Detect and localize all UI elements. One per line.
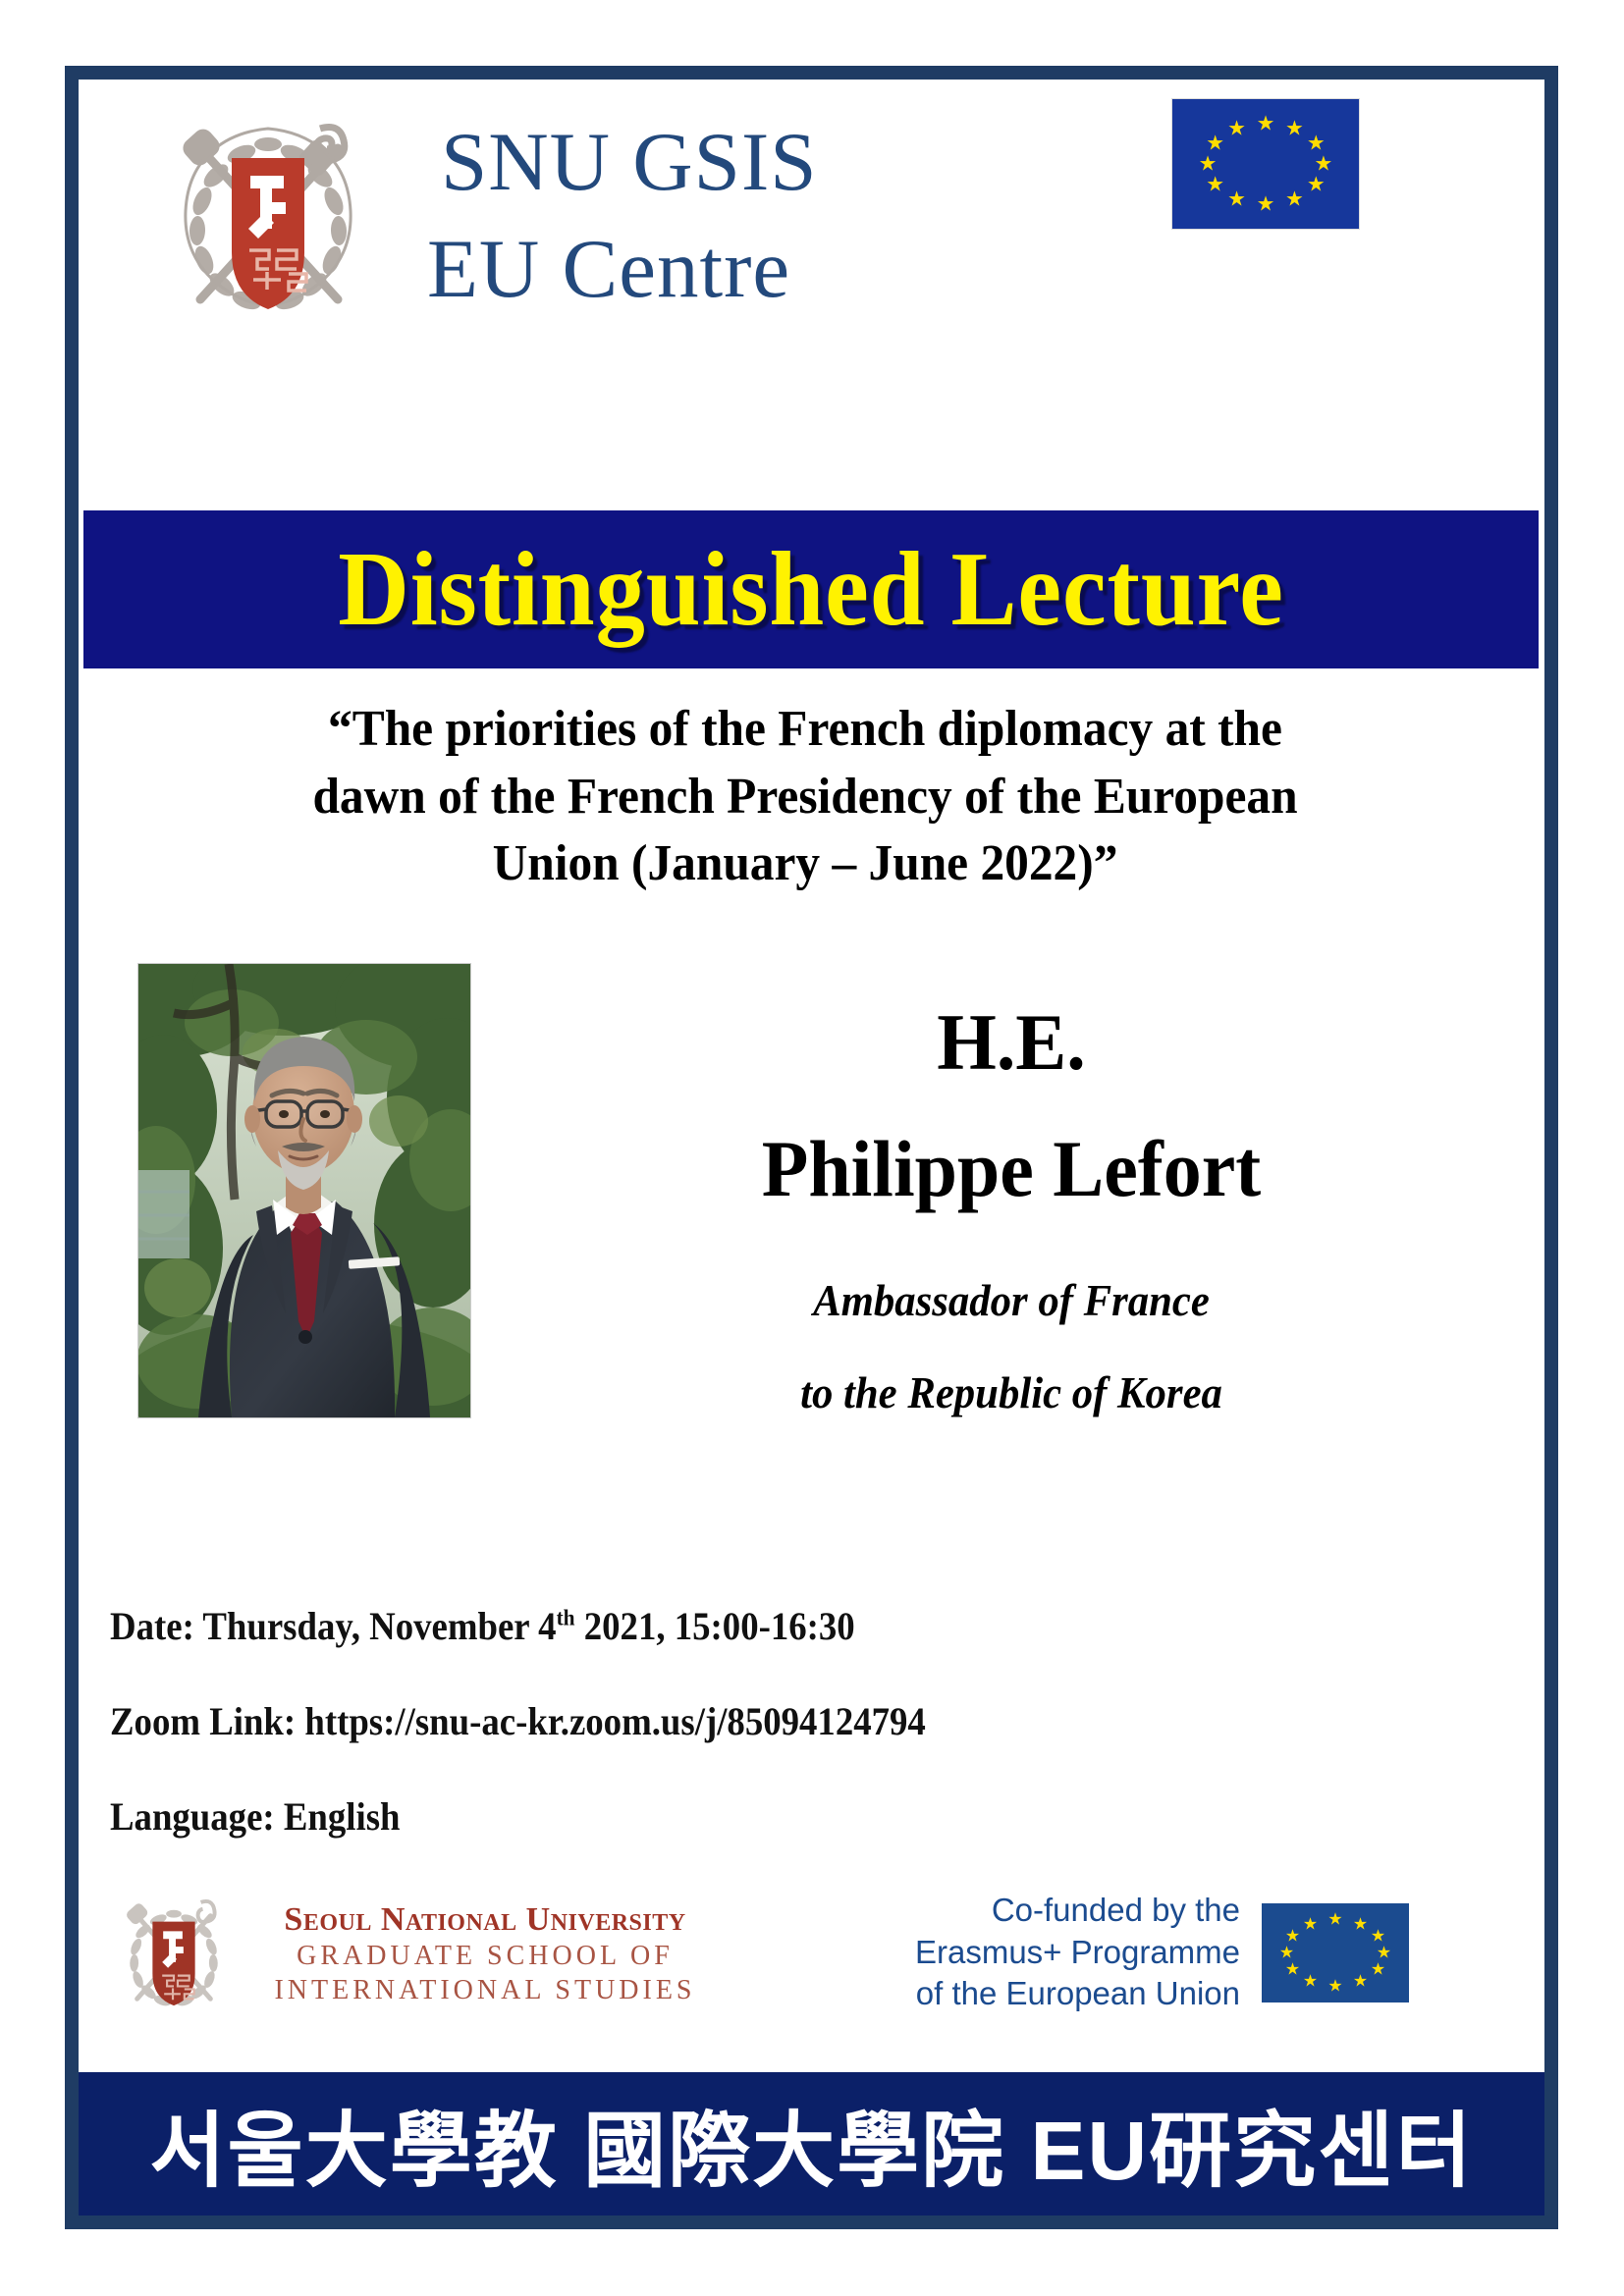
speaker-role-line1: Ambassador of France <box>813 1276 1210 1326</box>
speaker-honorific: H.E. <box>937 997 1086 1087</box>
korean-footer-text: 서울大學教 國際大學院 EU研究센터 <box>149 2104 1474 2197</box>
eu-star: ★ <box>1284 1926 1301 1946</box>
eu-flag-icon: ★ ★ ★ ★ ★ ★ ★ ★ ★ ★ ★ ★ <box>1262 1902 1409 2002</box>
zoom-link[interactable]: https://snu-ac-kr.zoom.us/j/85094124794 <box>304 1699 926 1743</box>
poster-header: SNU GSIS EU Centre ★ ★ ★ ★ ★ ★ ★ ★ ★ ★ ★ <box>79 80 1544 462</box>
snu-logo-line1: Seoul National University <box>284 1900 686 1938</box>
sponsor-logo-strip: Seoul National University GRADUATE SCHOO… <box>79 1888 1544 2035</box>
distinguished-lecture-banner: Distinguished Lecture <box>83 510 1539 668</box>
language-value: English <box>283 1794 401 1839</box>
lecture-title-line3: Union (January – June 2022)” <box>492 835 1118 892</box>
speaker-info: H.E. Philippe Lefort Ambassador of Franc… <box>511 992 1512 1426</box>
snu-crest-icon <box>155 107 381 333</box>
erasmus-cofunding-logo: Co-funded by the Erasmus+ Programme of t… <box>800 1888 1409 2017</box>
header-wordmark: SNU GSIS EU Centre <box>427 109 1173 323</box>
snu-gsis-crest-icon <box>116 1895 232 2014</box>
detail-date: Date: Thursday, November 4th 2021, 15:00… <box>110 1607 1375 1646</box>
eu-star: ★ <box>1285 187 1304 211</box>
date-ordinal: th <box>556 1605 575 1631</box>
korean-footer-banner: 서울大學教 國際大學院 EU研究센터 <box>79 2072 1544 2216</box>
eu-star: ★ <box>1314 151 1333 176</box>
erasmus-wordmark: Co-funded by the Erasmus+ Programme of t… <box>800 1890 1240 2016</box>
eu-star: ★ <box>1327 1976 1343 1996</box>
eu-star: ★ <box>1256 111 1275 135</box>
speaker-portrait <box>137 963 471 1418</box>
eu-star: ★ <box>1306 172 1326 196</box>
poster-content: SNU GSIS EU Centre ★ ★ ★ ★ ★ ★ ★ ★ ★ ★ ★ <box>79 80 1544 2216</box>
erasmus-line2: Erasmus+ Programme <box>914 1933 1240 1970</box>
eu-star: ★ <box>1227 187 1246 211</box>
poster-frame: SNU GSIS EU Centre ★ ★ ★ ★ ★ ★ ★ ★ ★ ★ ★ <box>65 66 1558 2229</box>
eu-star-ring: ★ ★ ★ ★ ★ ★ ★ ★ ★ ★ ★ ★ <box>1262 1903 1409 2002</box>
snu-gsis-logo: Seoul National University GRADUATE SCHOO… <box>116 1890 725 2019</box>
eu-star: ★ <box>1327 1909 1343 1929</box>
date-label: Date: <box>110 1604 194 1648</box>
eu-star: ★ <box>1302 1971 1319 1991</box>
snu-logo-line2: GRADUATE SCHOOL OF <box>297 1941 674 1972</box>
eu-star: ★ <box>1306 131 1326 155</box>
eu-star: ★ <box>1278 1943 1295 1962</box>
eu-star: ★ <box>1370 1959 1386 1979</box>
eu-star: ★ <box>1352 1971 1369 1991</box>
eu-star: ★ <box>1256 191 1275 216</box>
zoom-label: Zoom Link: <box>110 1699 297 1743</box>
eu-star: ★ <box>1284 1959 1301 1979</box>
header-title-line2: EU Centre <box>427 222 791 315</box>
speaker-name: Philippe Lefort <box>761 1123 1262 1213</box>
erasmus-line3: of the European Union <box>915 1975 1240 2012</box>
banner-label: Distinguished Lecture <box>338 530 1284 648</box>
lecture-title-line1: “The priorities of the French diplomacy … <box>328 701 1282 757</box>
snu-logo-line3: INTERNATIONAL STUDIES <box>274 1975 696 2006</box>
eu-star: ★ <box>1285 116 1304 140</box>
eu-star-ring: ★ ★ ★ ★ ★ ★ ★ ★ ★ ★ ★ ★ <box>1172 99 1359 229</box>
detail-zoom: Zoom Link: https://snu-ac-kr.zoom.us/j/8… <box>110 1702 1375 1741</box>
eu-star: ★ <box>1227 116 1246 140</box>
eu-star: ★ <box>1198 151 1218 176</box>
detail-language: Language: English <box>110 1797 1375 1837</box>
language-label: Language: <box>110 1794 275 1839</box>
event-details: Date: Thursday, November 4th 2021, 15:00… <box>110 1607 1485 1893</box>
eu-star: ★ <box>1206 131 1225 155</box>
header-title-line1: SNU GSIS <box>441 116 818 208</box>
eu-flag-icon: ★ ★ ★ ★ ★ ★ ★ ★ ★ ★ ★ ★ <box>1171 98 1360 230</box>
eu-star: ★ <box>1302 1914 1319 1934</box>
eu-star: ★ <box>1370 1926 1386 1946</box>
eu-star: ★ <box>1376 1943 1392 1962</box>
speaker-role-line2: to the Republic of Korea <box>800 1367 1222 1417</box>
lecture-title-line2: dawn of the French Presidency of the Eur… <box>312 768 1298 825</box>
date-value-pre: Thursday, November 4 <box>202 1604 557 1648</box>
snu-gsis-wordmark: Seoul National University GRADUATE SCHOO… <box>245 1901 725 2007</box>
lecture-title: “The priorities of the French diplomacy … <box>152 696 1458 898</box>
eu-star: ★ <box>1206 172 1225 196</box>
eu-star: ★ <box>1352 1914 1369 1934</box>
erasmus-line1: Co-funded by the <box>991 1891 1240 1928</box>
date-value-post: 2021, 15:00-16:30 <box>583 1604 855 1648</box>
